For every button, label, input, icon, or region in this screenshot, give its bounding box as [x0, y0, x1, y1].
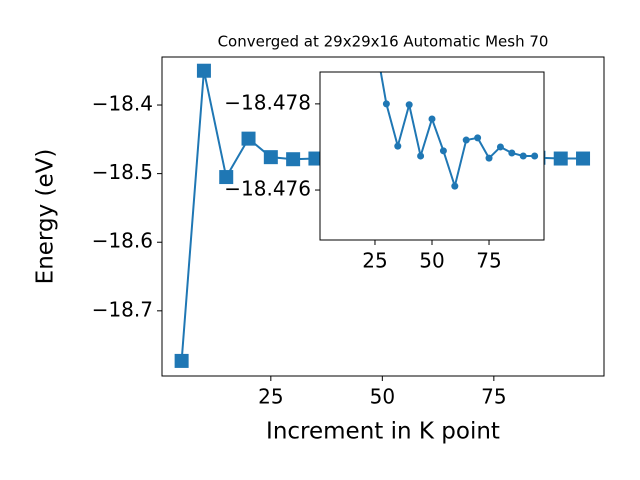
marker — [439, 147, 447, 155]
marker — [553, 151, 568, 166]
marker — [394, 142, 402, 150]
x-tick-label: 25 — [258, 385, 283, 409]
marker — [241, 131, 256, 146]
marker — [417, 152, 425, 160]
y-tick-label: −18.4 — [92, 92, 153, 116]
y-tick-label: −18.6 — [92, 229, 153, 253]
plot-area — [320, 72, 544, 240]
x-tick-label: 75 — [476, 249, 501, 273]
x-tick-label: 50 — [419, 249, 444, 273]
marker — [451, 182, 459, 190]
x-tick-label: 25 — [362, 249, 387, 273]
y-axis-label: Energy (eV) — [33, 149, 59, 285]
marker — [508, 149, 516, 157]
y-tick-label: −18.7 — [92, 297, 153, 321]
x-tick-label: 50 — [370, 385, 395, 409]
marker — [219, 170, 234, 185]
chart-title: Converged at 29x29x16 Automatic Mesh 70 — [218, 33, 549, 51]
marker — [196, 63, 211, 78]
marker — [286, 152, 301, 167]
marker — [576, 151, 591, 166]
axes-frame — [161, 56, 605, 377]
plot-clip — [379, 72, 539, 190]
x-axis-label: Increment in K point — [266, 419, 500, 445]
marker — [531, 152, 539, 160]
marker — [462, 136, 470, 144]
marker — [485, 154, 493, 162]
marker — [428, 115, 436, 123]
marker — [382, 100, 390, 108]
marker — [174, 353, 189, 368]
marker — [519, 152, 527, 160]
x-tick-label: 75 — [481, 385, 506, 409]
y-tick-label: −18.476 — [224, 177, 311, 201]
marker — [263, 150, 278, 165]
marker — [308, 151, 323, 166]
marker — [474, 134, 482, 142]
marker — [496, 143, 504, 151]
y-tick-label: −18.5 — [92, 160, 153, 184]
marker — [405, 101, 413, 109]
y-tick-label: −18.478 — [224, 90, 311, 114]
